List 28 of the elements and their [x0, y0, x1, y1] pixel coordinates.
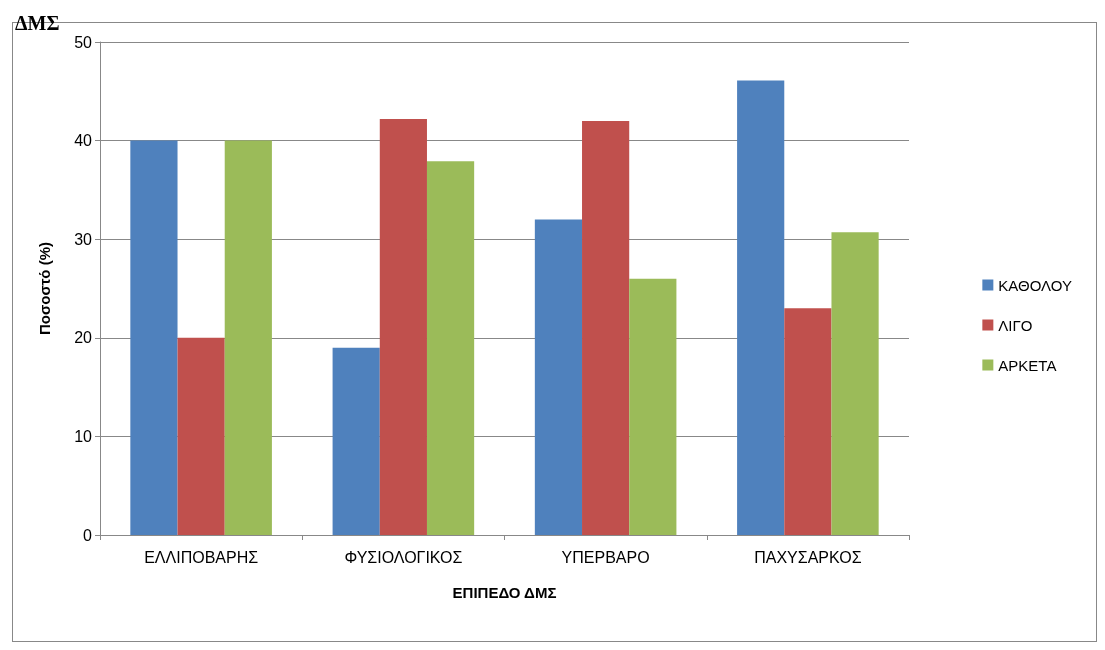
bar: [379, 118, 427, 535]
bar: [737, 80, 785, 535]
y-tick-label: 50: [74, 33, 93, 51]
bar: [582, 120, 630, 535]
bar: [177, 337, 225, 535]
y-tick-label: 40: [74, 132, 93, 150]
legend-label: ΑΡΚΕΤΑ: [998, 356, 1057, 374]
bar: [224, 140, 272, 535]
bar: [534, 219, 583, 535]
chart-title: ΔΜΣ: [15, 12, 60, 34]
x-tick-label: ΕΛΛΙΠΟΒΑΡΗΣ: [144, 548, 259, 566]
y-tick-label: 20: [74, 329, 93, 347]
x-tick-label: ΠΑΧΥΣΑΡΚΟΣ: [754, 548, 862, 566]
x-tick-label: ΦΥΣΙΟΛΟΓΙΚΟΣ: [344, 548, 463, 566]
y-tick-label: 30: [74, 230, 93, 248]
y-axis-title: Ποσοστό (%): [36, 241, 53, 336]
x-tick-label: ΥΠΕΡΒΑΡΟ: [561, 548, 650, 566]
bar: [831, 232, 879, 535]
bar: [784, 308, 832, 535]
bar: [332, 347, 380, 535]
legend-label: ΚΑΘΟΛΟΥ: [998, 276, 1072, 294]
bar: [629, 278, 677, 535]
legend-label: ΛΙΓΟ: [998, 316, 1033, 334]
y-tick-label: 0: [83, 526, 93, 544]
bar: [130, 140, 178, 535]
bar: [426, 161, 475, 535]
x-axis-title: ΕΠΙΠΕΔΟ ΔΜΣ: [452, 584, 557, 601]
y-tick-label: 10: [74, 427, 93, 445]
